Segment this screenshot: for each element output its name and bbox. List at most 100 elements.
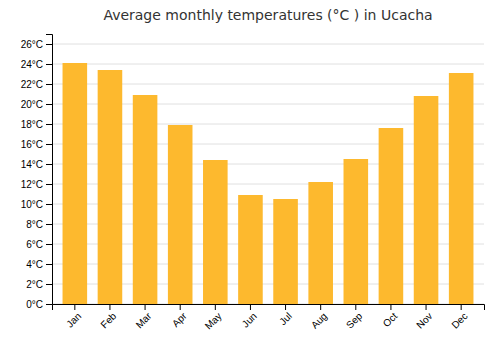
y-tick-mark [46, 264, 52, 265]
plot: 0°C 2°C 4°C 6°C 8°C 10°C 12°C 14°C 16°C 18°C 20°C 2… [21, 35, 485, 332]
x-tick-mark [426, 304, 427, 310]
y-tick-label: 12°C [21, 179, 43, 190]
x-tick-label: Apr [170, 310, 189, 329]
bar [414, 96, 439, 304]
y-tick: 6°C [26, 239, 52, 250]
x-tick: Jan [64, 304, 83, 330]
x-tick-mark [74, 304, 75, 310]
y-tick: 18°C [21, 119, 52, 130]
bar [168, 125, 193, 304]
x-tick-label: Jun [240, 310, 259, 329]
y-tick-mark [46, 164, 52, 165]
y-tick: 22°C [21, 79, 52, 90]
x-tick: Aug [309, 304, 329, 331]
x-tick-label: Jan [64, 310, 83, 329]
y-tick-label: 6°C [26, 239, 43, 250]
x-tick-label: Sep [344, 310, 365, 331]
y-tick-mark [46, 284, 52, 285]
x-tick: Jun [240, 304, 259, 330]
y-tick-label: 26°C [21, 39, 43, 50]
y-tick-mark [46, 64, 52, 65]
y-tick: 2°C [26, 279, 52, 290]
x-axis-line [53, 305, 485, 311]
bar [449, 73, 474, 304]
x-tick: Sep [344, 304, 365, 331]
y-tick-mark [46, 204, 52, 205]
bar [308, 182, 333, 304]
y-tick-label: 0°C [26, 299, 43, 310]
x-tick-label: Oct [381, 310, 400, 329]
chart: 0°C 2°C 4°C 6°C 8°C 10°C 12°C 14°C 16°C 18°C 20°C 2… [0, 0, 500, 350]
y-tick-mark [46, 104, 52, 105]
x-tick: Mar [134, 304, 154, 330]
bar [133, 95, 158, 304]
y-tick-mark [46, 44, 52, 45]
x-tick: Dec [449, 304, 469, 331]
y-tick-mark [46, 304, 52, 305]
y-tick-mark [46, 184, 52, 185]
y-tick: 0°C [26, 299, 52, 310]
x-tick: Oct [381, 304, 400, 329]
y-tick-mark [46, 124, 52, 125]
y-tick-mark [46, 224, 52, 225]
y-tick: 26°C [21, 39, 52, 50]
x-tick-mark [180, 304, 181, 310]
x-tick-label: Dec [449, 310, 469, 330]
bar [344, 159, 369, 304]
y-tick-label: 8°C [26, 219, 43, 230]
y-tick-mark [46, 244, 52, 245]
x-tick: May [203, 304, 224, 332]
grid-line [52, 64, 484, 65]
x-tick-mark [355, 304, 356, 310]
y-tick: 16°C [21, 139, 52, 150]
x-tick-mark [215, 304, 216, 310]
x-tick-mark [109, 304, 110, 310]
x-tick-mark [145, 304, 146, 310]
bar [273, 199, 298, 304]
x-tick-label: Nov [414, 310, 434, 330]
grid [52, 44, 484, 304]
bar [98, 70, 123, 304]
y-tick-mark [46, 84, 52, 85]
x-tick-mark [320, 304, 321, 310]
y-tick-label: 14°C [21, 159, 43, 170]
bar [379, 128, 404, 304]
bar [203, 160, 228, 304]
y-tick-label: 10°C [21, 199, 43, 210]
y-axis: 0°C 2°C 4°C 6°C 8°C 10°C 12°C 14°C 16°C 18°C 20°C 2… [21, 35, 53, 310]
x-tick: Jul [277, 304, 294, 327]
y-tick-label: 4°C [26, 259, 43, 270]
y-tick-label: 24°C [21, 59, 43, 70]
x-axis: Jan Feb Mar Apr May Jun Jul Aug Sep Oct Nov Dec [53, 304, 485, 332]
x-tick: Nov [414, 304, 434, 331]
y-tick-label: 20°C [21, 99, 43, 110]
x-tick-label: Jul [277, 310, 294, 327]
y-tick: 24°C [21, 59, 52, 70]
x-tick-mark [461, 304, 462, 310]
x-tick-label: Feb [98, 310, 118, 330]
x-tick-label: Mar [134, 310, 154, 330]
y-tick-label: 2°C [26, 279, 43, 290]
y-tick: 4°C [26, 259, 52, 270]
x-tick-mark [390, 304, 391, 310]
y-tick: 20°C [21, 99, 52, 110]
x-tick: Feb [98, 304, 118, 330]
x-tick-mark [250, 304, 251, 310]
y-tick: 10°C [21, 199, 52, 210]
bar [238, 195, 263, 304]
bars [63, 63, 474, 304]
y-tick-label: 16°C [21, 139, 43, 150]
x-tick-label: Aug [309, 310, 329, 330]
x-tick-label: May [203, 310, 224, 331]
x-tick: Apr [170, 304, 189, 329]
y-tick: 12°C [21, 179, 52, 190]
x-tick-mark [285, 304, 286, 310]
y-tick-mark [46, 144, 52, 145]
y-tick: 14°C [21, 159, 52, 170]
bar [63, 63, 88, 304]
grid-line [52, 44, 484, 45]
y-tick-label: 22°C [21, 79, 43, 90]
y-tick-label: 18°C [21, 119, 43, 130]
y-tick: 8°C [26, 219, 52, 230]
title: Average monthly temperatures (°C ) in Uc… [103, 7, 432, 23]
